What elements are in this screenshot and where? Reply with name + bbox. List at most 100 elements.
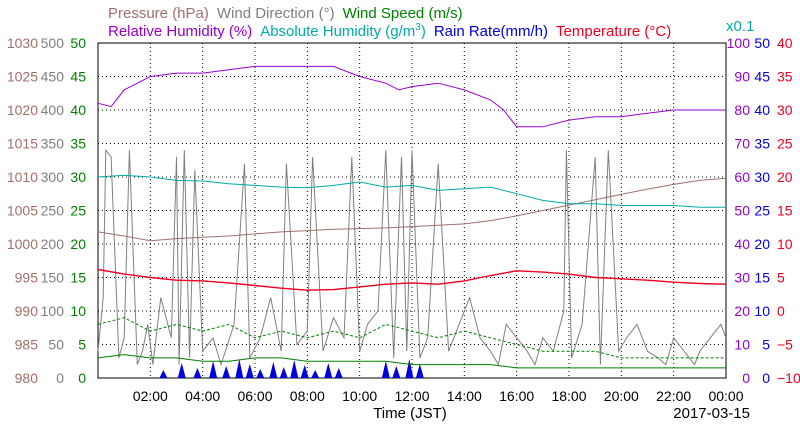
rain-rate-series xyxy=(159,359,424,378)
y-tick-right-temperature: 15 xyxy=(777,203,793,219)
chart-date: 2017-03-15 xyxy=(673,405,750,422)
y-tick-right-humidity: 100 xyxy=(727,35,751,51)
y-tick-right-temperature: 20 xyxy=(777,169,793,185)
y-tick-left-wind-speed: 15 xyxy=(70,270,86,286)
rain-burst xyxy=(405,359,414,378)
y-tick-left-wind-direction: 450 xyxy=(41,69,65,85)
legend-wind_speed: Wind Speed (m/s) xyxy=(343,5,463,22)
y-tick-left-wind-direction: 150 xyxy=(41,270,65,286)
rain-burst xyxy=(177,363,186,378)
series-wind-speed-m-s-gust xyxy=(97,317,726,359)
y-tick-left-wind-speed: 40 xyxy=(70,102,86,118)
y-tick-left-wind-speed: 20 xyxy=(70,236,86,252)
y-tick-right-temperature: 35 xyxy=(777,69,793,85)
legend-multiplier: x0.1 xyxy=(726,18,754,35)
rain-burst xyxy=(193,368,202,378)
y-tick-right-temperature: 10 xyxy=(777,236,793,252)
y-tick-right-temperature: 5 xyxy=(777,270,785,286)
y-tick-right-humidity: 60 xyxy=(734,169,750,185)
x-axis-label: Time (JST) xyxy=(373,405,447,422)
y-axis-ticks: 9809859909951000100510101015102010251030… xyxy=(7,35,800,386)
y-tick-left-wind-direction: 100 xyxy=(41,303,65,319)
rain-burst xyxy=(159,370,168,378)
y-tick-right-rain: 25 xyxy=(754,203,770,219)
legend-absolute_humidity_sup: 3 xyxy=(415,22,421,33)
y-tick-right-temperature: 0 xyxy=(777,303,785,319)
y-tick-right-rain: 40 xyxy=(754,102,770,118)
y-tick-left-pressure: 1025 xyxy=(7,69,38,85)
x-axis-ticks: 02:00 04:00 06:00 08:00 10:00 12:00 14:00 16:00… xyxy=(133,388,744,404)
y-tick-right-rain: 5 xyxy=(762,337,770,353)
legend-row-1-text: Pressure (hPa) Wind Direction (°) Wind Spe… xyxy=(108,5,463,22)
x-tick-label: 16:00 xyxy=(499,388,534,404)
y-tick-left-pressure: 1015 xyxy=(7,136,38,152)
rain-burst xyxy=(222,366,231,378)
rain-burst xyxy=(311,370,320,378)
x-tick-label: 02:00 xyxy=(133,388,168,404)
rain-burst xyxy=(300,365,309,378)
x-tick-label: 18:00 xyxy=(551,388,586,404)
y-tick-left-wind-speed: 0 xyxy=(78,370,86,386)
y-tick-right-temperature: −10 xyxy=(777,370,800,386)
rain-burst xyxy=(269,362,278,378)
y-tick-right-humidity: 50 xyxy=(734,203,750,219)
x-tick-label: 08:00 xyxy=(290,388,325,404)
y-tick-left-pressure: 980 xyxy=(15,370,39,386)
y-tick-left-wind-speed: 30 xyxy=(70,169,86,185)
series-temperature-c xyxy=(97,268,727,291)
y-tick-left-wind-direction: 350 xyxy=(41,136,65,152)
series-absolute-humidity xyxy=(97,174,726,208)
y-tick-left-wind-speed: 45 xyxy=(70,69,86,85)
y-tick-right-temperature: 30 xyxy=(777,102,793,118)
y-tick-right-rain: 20 xyxy=(754,236,770,252)
y-tick-left-pressure: 1000 xyxy=(7,236,38,252)
y-tick-right-rain: 30 xyxy=(754,169,770,185)
rain-burst xyxy=(392,366,401,378)
series-wind-direction xyxy=(97,148,727,367)
y-tick-left-wind-speed: 50 xyxy=(70,35,86,51)
rain-burst xyxy=(245,364,254,378)
y-tick-left-wind-direction: 0 xyxy=(56,370,64,386)
y-tick-right-humidity: 40 xyxy=(734,236,750,252)
rain-burst xyxy=(235,359,244,378)
y-tick-right-temperature: 25 xyxy=(777,136,793,152)
y-tick-left-pressure: 1005 xyxy=(7,203,38,219)
x-tick-label: 12:00 xyxy=(394,388,429,404)
y-tick-left-pressure: 985 xyxy=(15,337,39,353)
y-tick-right-humidity: 90 xyxy=(734,69,750,85)
legend-rain_rate: Rain Rate(mm/h) xyxy=(434,23,548,40)
y-tick-left-wind-speed: 5 xyxy=(78,337,86,353)
y-tick-left-wind-speed: 35 xyxy=(70,136,86,152)
rain-burst xyxy=(415,364,424,378)
y-tick-left-wind-speed: 25 xyxy=(70,203,86,219)
rain-burst xyxy=(209,361,218,378)
legend-row-2-text: Relative Humidity (%) Absolute Humidity (… xyxy=(108,22,671,40)
y-tick-right-humidity: 0 xyxy=(742,370,750,386)
y-tick-right-rain: 45 xyxy=(754,69,770,85)
y-tick-right-rain: 15 xyxy=(754,270,770,286)
y-tick-left-pressure: 1010 xyxy=(7,169,38,185)
legend-absolute_humidity_a: Absolute Humidity (g/m xyxy=(260,23,415,40)
y-tick-left-wind-speed: 10 xyxy=(70,303,86,319)
x-tick-label: 06:00 xyxy=(237,388,272,404)
x-tick-label: 10:00 xyxy=(342,388,377,404)
rain-burst xyxy=(324,363,333,378)
y-tick-left-wind-direction: 50 xyxy=(48,337,64,353)
y-tick-left-pressure: 990 xyxy=(15,303,39,319)
y-tick-right-rain: 50 xyxy=(754,35,770,51)
y-tick-right-rain: 10 xyxy=(754,303,770,319)
rain-burst xyxy=(279,367,288,378)
y-tick-right-humidity: 20 xyxy=(734,303,750,319)
series-pressure-hpa xyxy=(97,177,727,242)
legend-temperature: Temperature (°C) xyxy=(556,23,671,40)
y-tick-right-temperature: 40 xyxy=(777,35,793,51)
rain-burst xyxy=(256,369,265,378)
y-tick-right-temperature: −5 xyxy=(777,337,793,353)
rain-burst xyxy=(381,361,390,378)
x-tick-label: 00:00 xyxy=(708,388,743,404)
legend-pressure: Pressure (hPa) xyxy=(108,5,209,22)
data-series-lines xyxy=(97,65,727,369)
x-tick-label: 20:00 xyxy=(604,388,639,404)
y-tick-right-rain: 0 xyxy=(762,370,770,386)
